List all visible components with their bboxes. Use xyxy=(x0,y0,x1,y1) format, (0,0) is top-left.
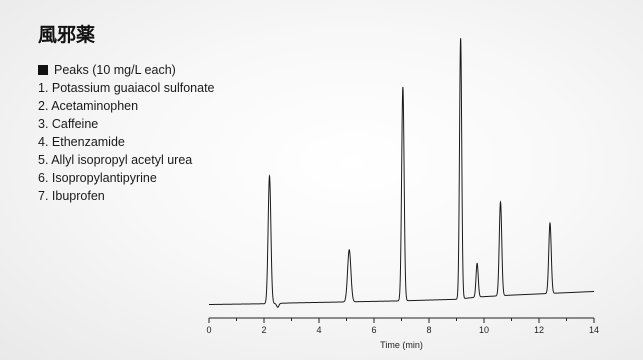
x-tick-label: 12 xyxy=(534,325,544,335)
legend-header-text: Peaks (10 mg/L each) xyxy=(54,63,176,77)
legend-header: Peaks (10 mg/L each) xyxy=(38,61,215,79)
figure-title: 風邪薬 xyxy=(38,24,96,46)
x-tick-label: 0 xyxy=(206,325,211,335)
legend-item: 5. Allyl isopropyl acetyl urea xyxy=(38,153,193,167)
x-tick-label: 6 xyxy=(371,325,376,335)
x-tick-label: 14 xyxy=(589,325,599,335)
bullet-square-icon xyxy=(38,65,48,75)
legend-item: 6. Isopropylantipyrine xyxy=(38,171,157,185)
legend-item: 2. Acetaminophen xyxy=(38,99,139,113)
legend-item: 7. Ibuprofen xyxy=(38,189,105,203)
x-tick-label: 2 xyxy=(261,325,266,335)
x-axis-title: Time (min) xyxy=(380,340,423,350)
legend-item: 3. Caffeine xyxy=(38,117,99,131)
x-tick-label: 10 xyxy=(479,325,489,335)
legend-item: 4. Ethenzamide xyxy=(38,135,125,149)
x-tick-label: 4 xyxy=(316,325,321,335)
x-tick-label: 8 xyxy=(426,325,431,335)
legend-item: 1. Potassium guaiacol sulfonate xyxy=(38,81,215,95)
x-axis: 0 2 4 6 8 10 12 14 xyxy=(206,317,599,335)
chromatogram-trace xyxy=(209,38,594,308)
peak-legend: Peaks (10 mg/L each) 1. Potassium guaiac… xyxy=(38,61,215,205)
